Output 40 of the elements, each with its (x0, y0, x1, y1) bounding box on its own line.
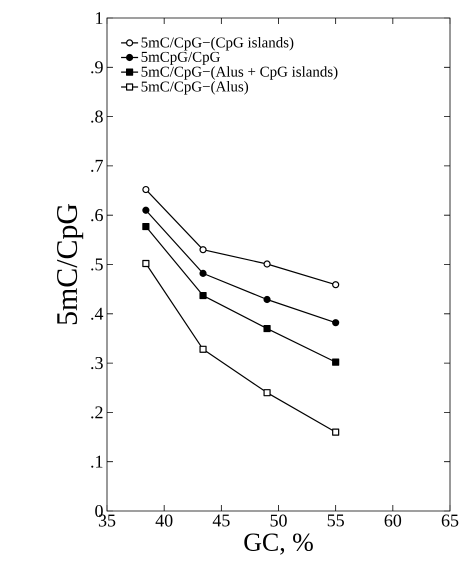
y-axis-title: 5mC/CpG (57, 204, 84, 324)
point (263, 260, 271, 268)
point (199, 270, 207, 277)
point (199, 292, 207, 300)
y-tick-label: .8 (91, 110, 103, 123)
x-tick-label: 50 (270, 514, 287, 527)
y-tick-label: .5 (91, 258, 103, 270)
y-tick-label: 0 (95, 504, 103, 518)
point (263, 389, 271, 396)
point (142, 222, 150, 230)
point (199, 246, 207, 254)
x-tick-label: 45 (212, 514, 230, 526)
legend-label: 5mC/CpG−(CpG islands) (142, 36, 294, 51)
x-tick-label: 65 (442, 514, 458, 527)
point (142, 206, 150, 214)
point (332, 358, 340, 366)
x-tick-label: 55 (328, 514, 344, 526)
y-tick-label: .6 (91, 209, 103, 222)
legend-label: 5mCpG/CpG (142, 52, 220, 65)
y-tick-label: .3 (91, 357, 103, 370)
y-tick-label: 1 (96, 12, 102, 24)
x-tick-label: 60 (384, 514, 402, 527)
point (332, 319, 340, 326)
y-tick-label: .4 (91, 308, 104, 320)
y-tick-label: .9 (91, 61, 103, 74)
y-tick-label: .2 (91, 406, 102, 418)
x-axis-title: GC, % (244, 533, 313, 555)
point (332, 428, 340, 436)
point (263, 325, 271, 332)
legend-label: 5mC/CpG−(Alus) (142, 81, 248, 95)
legend-label: 5mC/CpG−(Alus + CpG islands) (142, 66, 338, 80)
point (199, 346, 207, 353)
x-tick-label: 40 (156, 514, 172, 527)
y-tick-label: .1 (91, 456, 102, 468)
point (332, 281, 340, 288)
x-tick-label: 35 (98, 514, 116, 527)
point (142, 260, 150, 268)
y-tick-label: .7 (91, 160, 103, 172)
point (142, 186, 150, 194)
point (263, 296, 271, 304)
